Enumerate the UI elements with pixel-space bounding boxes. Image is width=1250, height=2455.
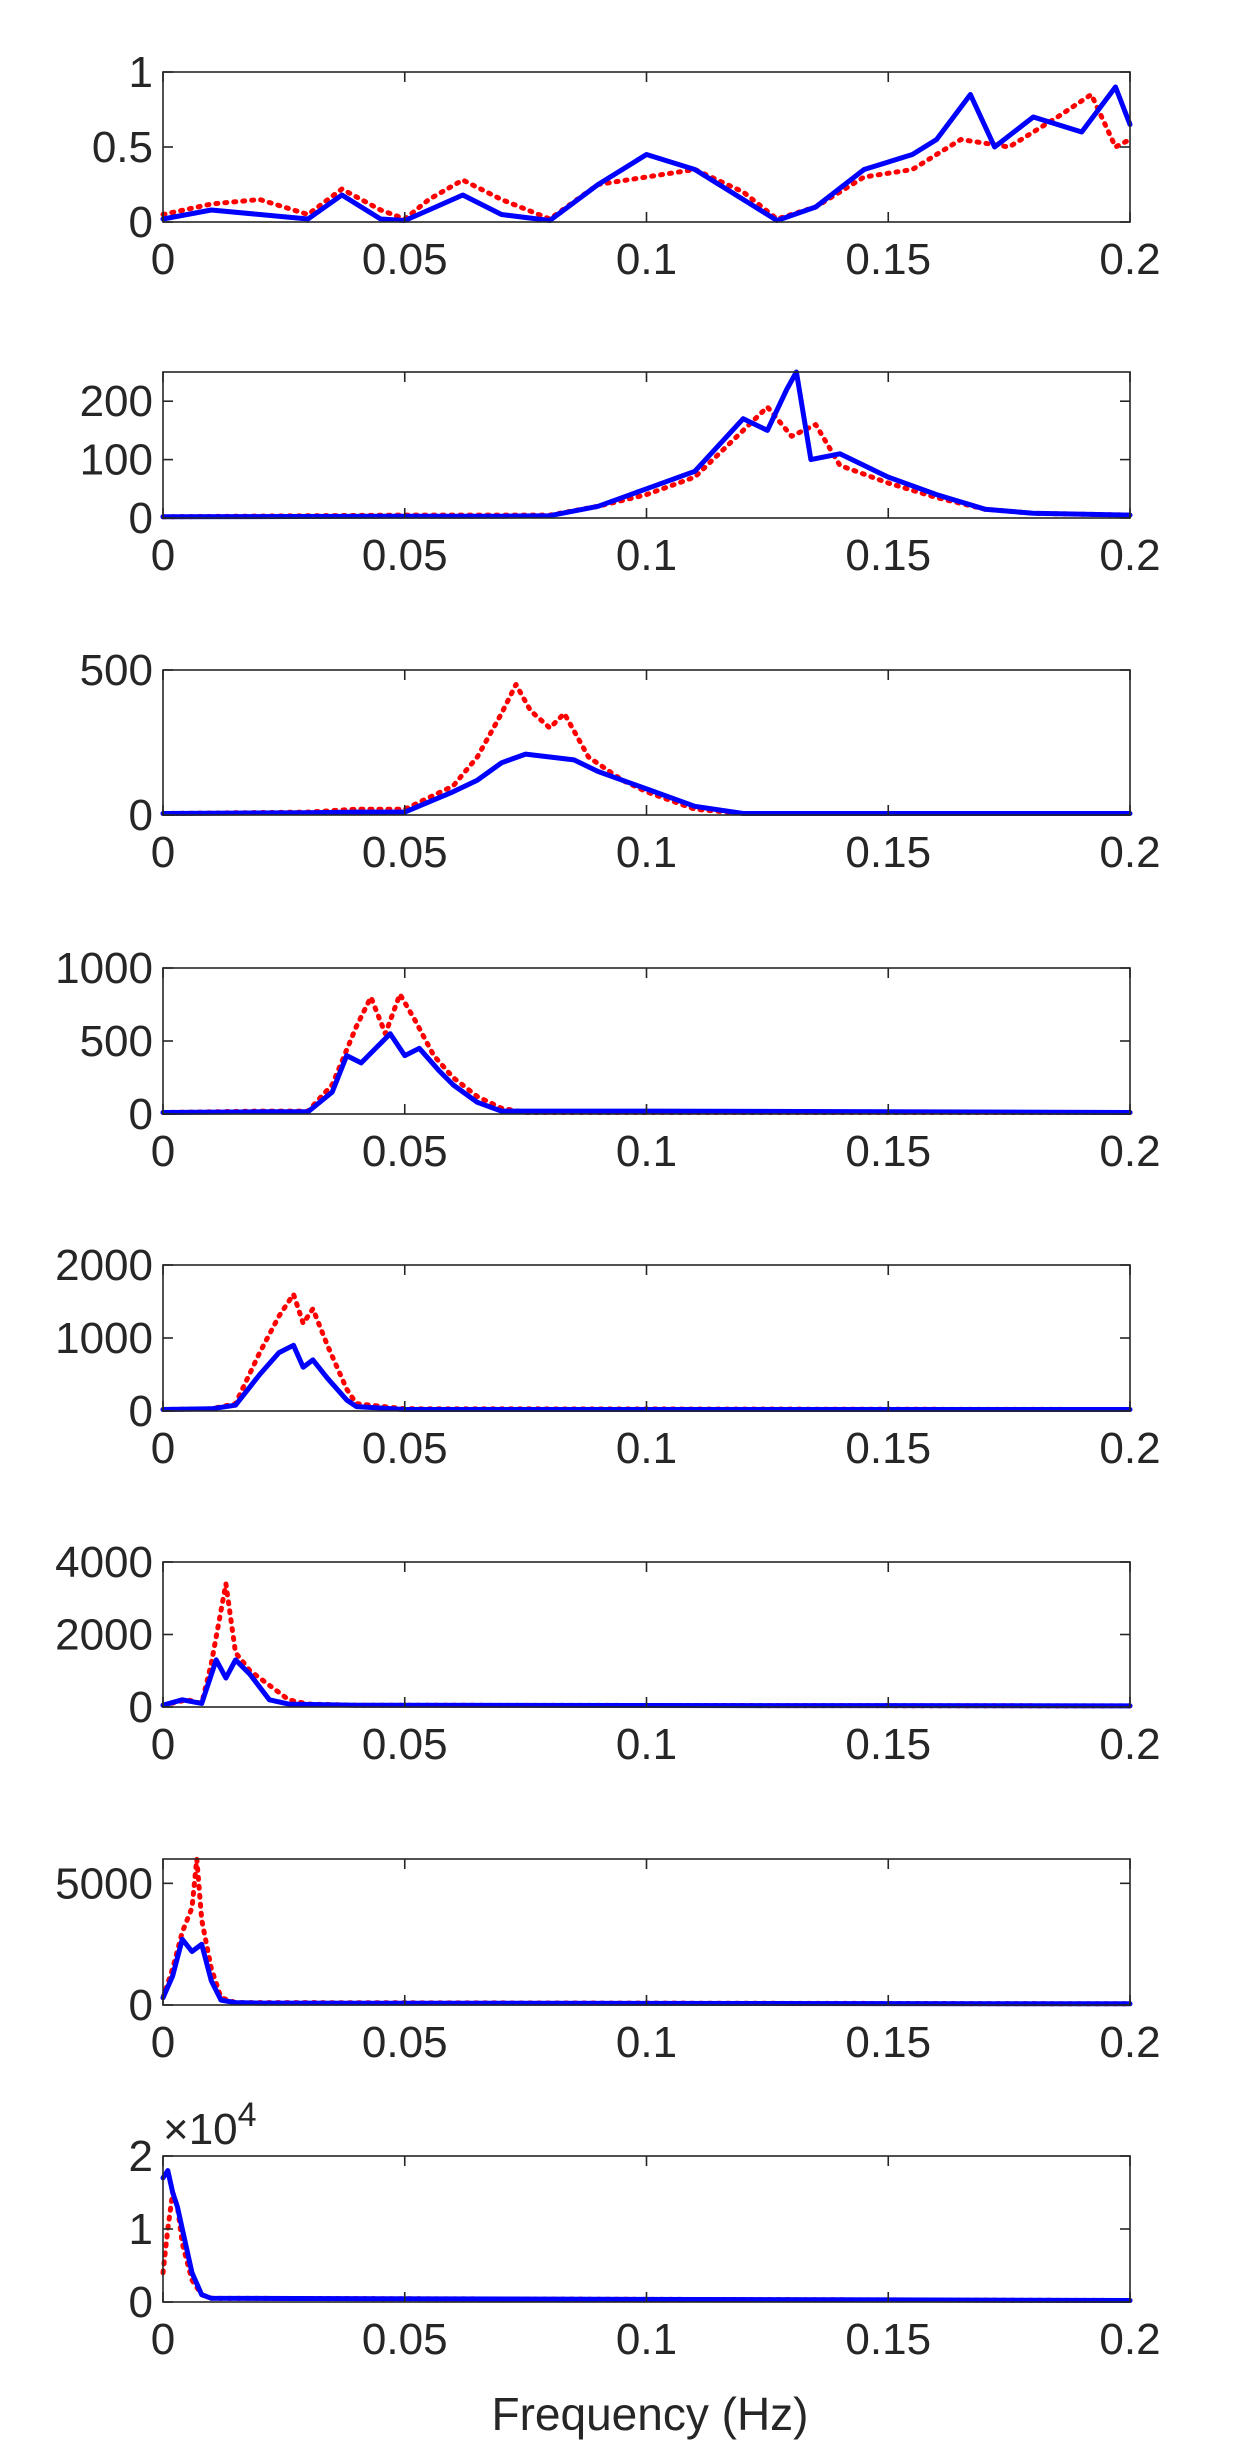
subplot-2-x-tick-label: 0.1 — [616, 531, 677, 580]
subplot-2-series-2-line — [160, 369, 1133, 520]
subplot-5-axes-box — [162, 1264, 1131, 1412]
subplot-8-x-tick-label: 0.2 — [1099, 2315, 1160, 2364]
subplot-7-y-tick-label: 0 — [129, 1981, 153, 2030]
subplot-8-axes-box — [162, 2155, 1131, 2303]
subplot-4-x-tick-label: 0.15 — [845, 1127, 931, 1176]
subplot-7-x-tick-label: 0 — [151, 2018, 175, 2067]
subplot-2-x-tick-label: 0.2 — [1099, 531, 1160, 580]
subplot-8-x-tick-label: 0 — [151, 2315, 175, 2364]
subplot-6-axes-box — [162, 1561, 1131, 1708]
subplot-8-y-tick-label: 1 — [129, 2205, 153, 2254]
subplot-7-x-tick-label: 0.05 — [362, 2018, 448, 2067]
subplot-1-x-tick-label: 0.2 — [1099, 235, 1160, 284]
subplot-8-series-1-line — [160, 2190, 1133, 2303]
subplot-8: 0 0.05 0.1 0.15 0.2 0 1 2×104 — [129, 2096, 1161, 2364]
subplot-5-x-tick-label: 0.05 — [362, 1424, 448, 1473]
subplot-4: 0 0.05 0.1 0.15 0.2 0 500 1000 — [55, 944, 1160, 1176]
subplot-1-series-1-line — [160, 92, 1133, 222]
subplot-6: 0 0.05 0.1 0.15 0.2 0 2000 4000 — [55, 1538, 1160, 1769]
subplot-4-series-1-line — [160, 991, 1133, 1115]
subplot-5-y-tick-label: 2000 — [55, 1241, 153, 1290]
subplot-8-x-tick-label: 0.05 — [362, 2315, 448, 2364]
subplot-6-y-tick-label: 4000 — [55, 1538, 153, 1587]
subplot-3-axes-box — [162, 669, 1131, 816]
subplot-1-y-tick-label: 1 — [129, 48, 153, 97]
subplot-8-y-tick-label: 0 — [129, 2278, 153, 2327]
subplot-3-x-tick-label: 0 — [151, 828, 175, 877]
subplot-4-x-tick-label: 0.1 — [616, 1127, 677, 1176]
subplot-6-x-tick-label: 0.15 — [845, 1720, 931, 1769]
subplot-1: 0 0.05 0.1 0.15 0.2 0 0.5 1 — [92, 48, 1161, 284]
subplot-3-x-tick-label: 0.15 — [845, 828, 931, 877]
subplot-4-axes-box — [162, 967, 1131, 1115]
subplot-5-series-1-line — [160, 1291, 1133, 1412]
subplot-5-series-2-line — [160, 1342, 1133, 1412]
subplot-3-y-tick-label: 0 — [129, 791, 153, 840]
subplot-7-x-tick-label: 0.2 — [1099, 2018, 1160, 2067]
subplot-6-x-tick-label: 0.1 — [616, 1720, 677, 1769]
subplot-1-x-tick-label: 0.1 — [616, 235, 677, 284]
subplot-8-x-tick-label: 0.1 — [616, 2315, 677, 2364]
subplot-2-x-tick-label: 0 — [151, 531, 175, 580]
subplot-6-series-2-line — [160, 1657, 1133, 1709]
subplot-7-series-2-line — [160, 1936, 1133, 2007]
subplot-4-x-tick-label: 0.2 — [1099, 1127, 1160, 1176]
subplot-1-x-tick-label: 0.15 — [845, 235, 931, 284]
subplot-4-y-tick-label: 0 — [129, 1090, 153, 1139]
subplot-5-x-tick-label: 0 — [151, 1424, 175, 1473]
subplot-6-y-tick-label: 0 — [129, 1683, 153, 1732]
subplot-2-y-tick-label: 200 — [80, 377, 153, 426]
subplot-5-x-tick-label: 0.1 — [616, 1424, 677, 1473]
subplot-3-series-2-line — [160, 751, 1133, 816]
subplot-2-x-tick-label: 0.15 — [845, 531, 931, 580]
subplot-3-series-1-line — [160, 682, 1133, 816]
subplot-7-series-1-line — [160, 1856, 1133, 2007]
subplot-7-axes-box — [162, 1858, 1131, 2006]
subplot-7-x-tick-label: 0.1 — [616, 2018, 677, 2067]
subplot-1-y-tick-label: 0 — [129, 198, 153, 247]
subplot-5-x-tick-label: 0.15 — [845, 1424, 931, 1473]
subplot-5-x-tick-label: 0.2 — [1099, 1424, 1160, 1473]
subplot-4-y-tick-label: 500 — [80, 1017, 153, 1066]
subplot-3-x-tick-label: 0.2 — [1099, 828, 1160, 877]
subplot-3: 0 0.05 0.1 0.15 0.2 0 500 — [80, 646, 1161, 877]
subplot-4-series-2-line — [160, 1031, 1133, 1115]
subplot-4-x-tick-label: 0 — [151, 1127, 175, 1176]
subplot-5: 0 0.05 0.1 0.15 0.2 0 1000 2000 — [55, 1241, 1160, 1473]
subplot-6-x-tick-label: 0.05 — [362, 1720, 448, 1769]
subplot-2-y-tick-label: 0 — [129, 494, 153, 543]
subplot-5-y-tick-label: 1000 — [55, 1314, 153, 1363]
subplot-1-series-2-line — [160, 84, 1133, 223]
subplot-2-y-tick-label: 100 — [80, 436, 153, 485]
subplot-3-y-tick-label: 500 — [80, 646, 153, 695]
subplot-4-x-tick-label: 0.05 — [362, 1127, 448, 1176]
subplot-7-y-tick-label: 5000 — [55, 1859, 153, 1908]
subplot-8-x-tick-label: 0.15 — [845, 2315, 931, 2364]
subplot-8-series-2-line — [160, 2168, 1133, 2303]
subplot-1-x-tick-label: 0.05 — [362, 235, 448, 284]
subplot-7-x-tick-label: 0.15 — [845, 2018, 931, 2067]
subplot-2: 0 0.05 0.1 0.15 0.2 0 100 200 — [80, 369, 1161, 580]
subplot-1-x-tick-label: 0 — [151, 235, 175, 284]
subplot-1-y-tick-label: 0.5 — [92, 123, 153, 172]
subplot-3-x-tick-label: 0.05 — [362, 828, 448, 877]
x-axis-label: Frequency (Hz) — [492, 2388, 809, 2440]
subplot-5-y-tick-label: 0 — [129, 1387, 153, 1436]
subplot-7: 0 0.05 0.1 0.15 0.2 0 5000 — [55, 1856, 1161, 2067]
subplot-6-x-tick-label: 0.2 — [1099, 1720, 1160, 1769]
subplot-6-y-tick-label: 2000 — [55, 1611, 153, 1660]
subplot-4-y-tick-label: 1000 — [55, 944, 153, 993]
subplot-1-axes-box — [162, 71, 1131, 223]
subplot-2-x-tick-label: 0.05 — [362, 531, 448, 580]
subplot-6-series-1-line — [160, 1581, 1133, 1709]
subplot-8-y-tick-label: 2 — [129, 2132, 153, 2181]
subplot-3-x-tick-label: 0.1 — [616, 828, 677, 877]
subplot-6-x-tick-label: 0 — [151, 1720, 175, 1769]
subplot-2-series-1-line — [160, 404, 1133, 520]
subplot-8-exponent-label: ×104 — [163, 2096, 257, 2154]
